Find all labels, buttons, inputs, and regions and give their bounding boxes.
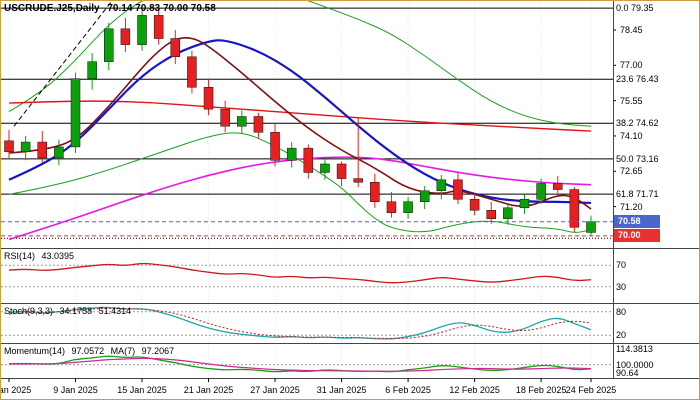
indicator-name: RSI(14) bbox=[4, 251, 36, 261]
candle-body bbox=[486, 209, 496, 220]
candle-body bbox=[4, 140, 14, 153]
price-axis-label: 72.65 bbox=[620, 166, 643, 177]
price-axis-label: 71.20 bbox=[620, 201, 643, 212]
candle-body bbox=[469, 199, 480, 211]
time-axis-label: 6 Feb 2025 bbox=[385, 385, 431, 395]
price-axis-label: 78.45 bbox=[620, 25, 643, 35]
candle-body bbox=[37, 141, 48, 159]
time-axis-label: 15 Jan 2025 bbox=[117, 385, 167, 395]
price-axis-label: 75.55 bbox=[620, 95, 643, 106]
candle-body bbox=[237, 116, 247, 127]
candle-body bbox=[503, 207, 513, 220]
indicator-name: Momentum(14) bbox=[4, 346, 66, 356]
time-axis-label: 9 Jan 2025 bbox=[53, 385, 98, 395]
indicator-name: Stoch(9,3,3) bbox=[4, 306, 54, 316]
indicator-value-main: 34.1758 bbox=[59, 306, 93, 316]
candle-body bbox=[70, 78, 81, 148]
bid-price-tag: 70.00 bbox=[614, 229, 660, 243]
candle-body bbox=[336, 163, 347, 179]
candle-body bbox=[270, 132, 280, 161]
time-axis-label: 31 Jan 2025 bbox=[316, 385, 367, 395]
chart-title: USCRUDE.J25,Daily 70.14 70.83 70.00 70.5… bbox=[4, 3, 216, 14]
momentum-indicator-label: Momentum(14) 97.0572 MA(7) 97.2067 bbox=[4, 346, 174, 356]
rsi-axis-label: 70 bbox=[616, 260, 627, 271]
candle-body bbox=[153, 15, 164, 39]
indicator-ma-name: MA(7) bbox=[110, 346, 136, 356]
candle-body bbox=[353, 178, 363, 183]
candle-body bbox=[203, 86, 214, 110]
candle-body bbox=[370, 181, 380, 202]
indicator-value: 97.0572 bbox=[71, 346, 105, 356]
candle-body bbox=[120, 28, 131, 45]
symbol-timeframe: USCRUDE.J25,Daily bbox=[4, 3, 100, 14]
fib-level-label: 61.8 71.71 bbox=[616, 189, 659, 200]
candle-body bbox=[303, 147, 314, 173]
candle-body bbox=[453, 179, 463, 200]
candle-body bbox=[170, 38, 181, 58]
fib-level-label: 0.0 79.35 bbox=[616, 3, 654, 14]
fib-level-label: 23.6 76.43 bbox=[616, 74, 659, 85]
stoch-signal bbox=[8, 307, 592, 339]
momentum-ma bbox=[8, 357, 592, 372]
stoch-axis-label: 20 bbox=[616, 330, 627, 341]
rsi-line bbox=[8, 262, 592, 284]
candle-body bbox=[320, 163, 330, 173]
indicator-value-signal: 51.4314 bbox=[98, 306, 132, 316]
candle-body bbox=[104, 28, 114, 62]
momentum-line bbox=[8, 355, 592, 373]
ema-maroon bbox=[8, 37, 592, 210]
time-axis-label: 21 Jan 2025 bbox=[183, 385, 234, 395]
momentum-axis-label: 114.3813 bbox=[616, 344, 653, 354]
time-axis-label: 27 Jan 2025 bbox=[250, 385, 300, 395]
candle-body bbox=[87, 61, 97, 79]
bollinger-lower bbox=[8, 132, 592, 233]
rsi-axis-label: 30 bbox=[616, 281, 627, 292]
sma-red-long bbox=[8, 100, 592, 132]
stoch-indicator-label: Stoch(9,3,3) 34.1758 51.4314 bbox=[4, 306, 131, 316]
fib-level-label: 50.0 73.16 bbox=[616, 153, 659, 164]
candle-body bbox=[286, 147, 297, 161]
bollinger-upper bbox=[8, 1, 592, 127]
stoch-main bbox=[8, 306, 592, 340]
fib-level-label: 38.2 74.62 bbox=[616, 118, 659, 129]
candle-body bbox=[20, 141, 31, 153]
rsi-indicator-label: RSI(14) 43.0395 bbox=[4, 251, 74, 261]
stoch-axis-label: 80 bbox=[616, 306, 627, 317]
time-axis-label: 18 Feb 2025 bbox=[515, 385, 567, 395]
time-axis-label: 24 Feb 2025 bbox=[565, 385, 617, 395]
bid-price-value: 70.00 bbox=[618, 230, 641, 241]
indicator-value: 43.0395 bbox=[41, 251, 75, 261]
candle-body bbox=[552, 183, 563, 190]
last-price-tag: 70.58 bbox=[614, 215, 660, 229]
candle-body bbox=[253, 116, 264, 133]
candle-body bbox=[220, 108, 230, 127]
candle-body bbox=[536, 183, 546, 200]
last-price-value: 70.58 bbox=[618, 216, 641, 227]
price-axis-label: 77.00 bbox=[620, 60, 643, 71]
candle-body bbox=[54, 146, 64, 159]
time-axis-label: 12 Feb 2025 bbox=[449, 385, 500, 395]
candle-body bbox=[137, 15, 147, 45]
momentum-axis-label: 90.64 bbox=[616, 368, 639, 378]
price-axis-label: 74.10 bbox=[620, 130, 643, 141]
indicator-ma-value: 97.2067 bbox=[141, 346, 175, 356]
candle-body bbox=[436, 179, 447, 192]
candle-body bbox=[386, 201, 397, 213]
candle-body bbox=[519, 199, 530, 209]
candle-body bbox=[403, 201, 413, 213]
trend-line bbox=[13, 1, 113, 127]
momentum-axis-label: 100.0000 bbox=[616, 359, 654, 370]
ohlc-readout: 70.14 70.83 70.00 70.58 bbox=[107, 3, 216, 14]
candle-body bbox=[187, 56, 197, 88]
time-axis-label: 3 Jan 2025 bbox=[1, 385, 32, 395]
sma-blue bbox=[8, 39, 592, 205]
candle-body bbox=[419, 190, 430, 202]
candle-body bbox=[586, 221, 596, 233]
candle-body bbox=[569, 189, 580, 228]
